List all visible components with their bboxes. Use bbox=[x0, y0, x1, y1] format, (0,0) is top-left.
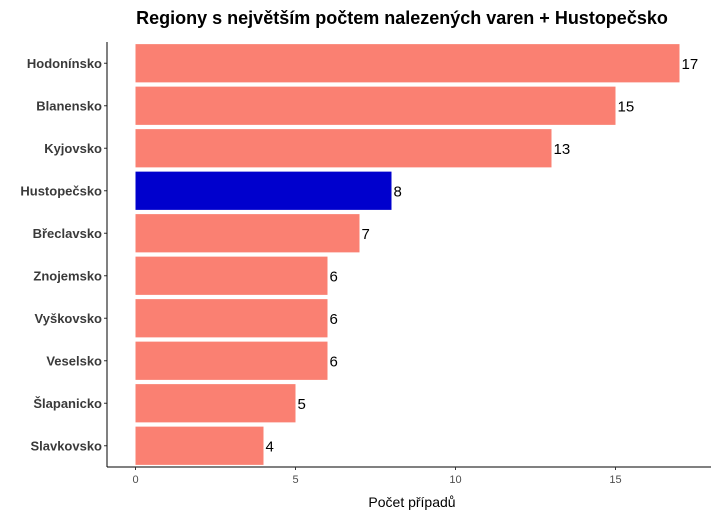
chart-title: Regiony s největším počtem nalezených va… bbox=[136, 8, 668, 28]
data-label-hodoninsko: 17 bbox=[682, 56, 699, 73]
category-label-hodoninsko: Hodonínsko bbox=[27, 56, 102, 71]
x-axis-title: Počet případů bbox=[368, 494, 455, 510]
category-labels-layer: Hodonínsko Blanensko Kyjovsko Hustopečsko Bř… bbox=[20, 56, 107, 453]
bar-slavkovsko bbox=[135, 426, 264, 465]
category-label-vyskovsko: Vyškovsko bbox=[35, 311, 103, 326]
x-tick-label: 10 bbox=[449, 474, 461, 486]
bar-hustopecsko bbox=[135, 171, 392, 210]
bar-slapanicko bbox=[135, 384, 296, 423]
x-tick-label: 0 bbox=[132, 474, 138, 486]
data-label-slapanicko: 5 bbox=[298, 396, 306, 413]
data-label-kyjovsko: 13 bbox=[554, 141, 571, 158]
data-label-veselsko: 6 bbox=[330, 353, 338, 370]
data-labels-layer: 17 15 13 8 7 6 6 6 5 4 bbox=[266, 56, 699, 456]
bar-vyskovsko bbox=[135, 299, 328, 338]
data-label-blanensko: 15 bbox=[618, 98, 635, 115]
bar-kyjovsko bbox=[135, 129, 552, 168]
x-ticks-layer: 0 5 10 15 bbox=[132, 467, 622, 486]
category-label-breclavsko: Břeclavsko bbox=[33, 226, 102, 241]
category-label-slapanicko: Šlapanicko bbox=[33, 396, 102, 411]
data-label-vyskovsko: 6 bbox=[330, 311, 338, 328]
bars-layer bbox=[135, 44, 680, 465]
category-label-znojemsko: Znojemsko bbox=[33, 268, 102, 283]
category-label-blanensko: Blanensko bbox=[36, 98, 102, 113]
category-label-hustopecsko: Hustopečsko bbox=[20, 183, 102, 198]
data-label-slavkovsko: 4 bbox=[266, 438, 274, 455]
data-label-hustopecsko: 8 bbox=[394, 183, 402, 200]
data-label-znojemsko: 6 bbox=[330, 268, 338, 285]
category-label-kyjovsko: Kyjovsko bbox=[44, 141, 102, 156]
category-label-veselsko: Veselsko bbox=[46, 353, 102, 368]
category-label-slavkovsko: Slavkovsko bbox=[30, 438, 102, 453]
bar-znojemsko bbox=[135, 256, 328, 295]
bar-breclavsko bbox=[135, 214, 360, 253]
data-label-breclavsko: 7 bbox=[362, 226, 370, 243]
bar-hodoninsko bbox=[135, 44, 680, 83]
bar-veselsko bbox=[135, 341, 328, 380]
x-tick-label: 15 bbox=[609, 474, 621, 486]
bar-blanensko bbox=[135, 86, 616, 125]
x-tick-label: 5 bbox=[292, 474, 298, 486]
